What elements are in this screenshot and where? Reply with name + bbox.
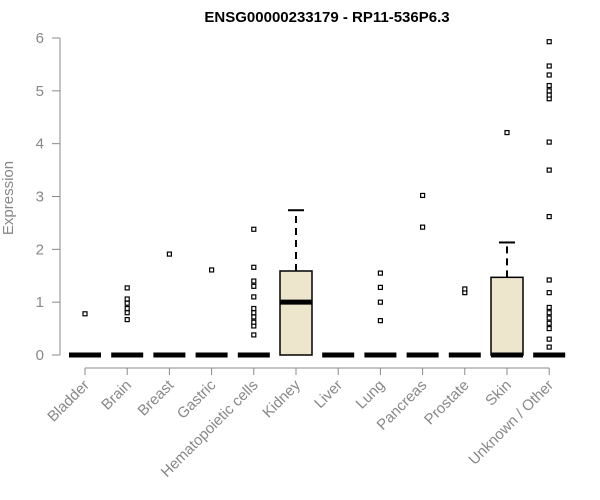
y-tick-label: 3 [36, 189, 44, 206]
y-tick-label: 4 [36, 136, 44, 153]
outlier-point [166, 251, 172, 257]
outlier-point [546, 310, 552, 316]
box-group [490, 129, 524, 358]
chart-title: ENSG00000233179 - RP11-536P6.3 [204, 9, 449, 26]
outlier-point [251, 294, 257, 300]
y-tick-label: 5 [36, 83, 44, 100]
box-rect [279, 270, 313, 356]
outlier-point [504, 129, 510, 136]
outlier-point [546, 320, 552, 326]
box-group [406, 192, 439, 358]
x-tick-label: Kidney [259, 376, 304, 421]
box-group [69, 311, 101, 358]
outlier-point [546, 344, 552, 350]
outlier-point [377, 284, 383, 290]
outlier-point [546, 63, 552, 69]
box-group [237, 226, 270, 358]
y-tick-label: 0 [36, 347, 44, 364]
box-rect [490, 276, 524, 356]
outlier-point [546, 304, 552, 311]
outlier-point [124, 310, 130, 316]
x-tick-label: Bladder [44, 377, 93, 426]
x-tick-label: Liver [311, 377, 346, 412]
outlier-point [251, 278, 257, 284]
outlier-point [251, 264, 257, 270]
outlier-point [251, 305, 257, 312]
outlier-point [546, 325, 552, 332]
outlier-point [124, 296, 130, 302]
outlier-point [546, 290, 552, 296]
axes: 0 1 2 3 4 5 6 [36, 30, 550, 375]
outlier-point [251, 283, 257, 289]
outlier-point [546, 139, 552, 145]
outlier-point [546, 167, 552, 173]
outlier-point [377, 318, 383, 324]
outlier-point [251, 319, 257, 325]
x-tick-label: Prostate [421, 377, 473, 429]
outlier-point [420, 192, 426, 199]
y-tick-label: 2 [36, 241, 44, 258]
outlier-point [124, 300, 130, 306]
outlier-point [377, 299, 383, 305]
box-group [533, 39, 566, 358]
boxes [69, 39, 566, 358]
box-group [153, 251, 186, 358]
box-group [448, 286, 481, 358]
outlier-point [251, 310, 257, 316]
outlier-point [546, 88, 552, 94]
outlier-point [209, 267, 215, 273]
outlier-point [546, 315, 552, 321]
box-group [195, 267, 228, 358]
x-tick-label: Lung [353, 377, 389, 413]
box-group [279, 209, 313, 356]
box-group [111, 285, 144, 358]
outlier-point [251, 226, 257, 232]
outlier-point [82, 311, 88, 317]
outlier-point [546, 92, 552, 98]
x-tick-label: Brain [98, 377, 135, 414]
x-tick-label: Breast [135, 376, 178, 419]
outlier-point [420, 224, 426, 230]
outlier-point [124, 285, 130, 291]
outlier-point [377, 270, 383, 276]
box-group [364, 270, 397, 358]
outlier-point [251, 314, 257, 320]
outlier-point [546, 72, 552, 78]
outlier-point [546, 82, 552, 89]
outlier-point [124, 305, 130, 312]
y-axis-label: Expression [0, 161, 17, 235]
outlier-point [124, 317, 130, 323]
y-tick-label: 6 [36, 30, 44, 47]
outlier-point [546, 277, 552, 283]
outlier-point [251, 332, 257, 338]
outlier-point [546, 39, 552, 45]
x-tick-label: Skin [482, 377, 515, 410]
outlier-point [546, 336, 552, 342]
y-tick-label: 1 [36, 294, 44, 311]
outlier-point [462, 286, 468, 292]
outlier-point [546, 213, 552, 220]
